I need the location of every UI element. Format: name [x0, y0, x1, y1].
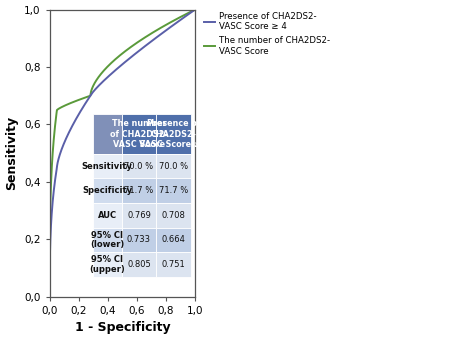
Text: 95% CI
(lower): 95% CI (lower)	[90, 231, 124, 249]
Bar	[121, 178, 156, 203]
Text: AUC: AUC	[98, 211, 117, 220]
Bar	[121, 227, 156, 252]
X-axis label: 1 - Specificity: 1 - Specificity	[74, 321, 170, 335]
Bar	[92, 203, 121, 227]
Text: Sensitivity: Sensitivity	[82, 162, 132, 171]
Text: 71.7 %: 71.7 %	[124, 186, 154, 195]
Text: 0.708: 0.708	[162, 211, 185, 220]
Text: 71.7 %: 71.7 %	[159, 186, 188, 195]
Text: 0.733: 0.733	[127, 235, 151, 244]
Text: 0.805: 0.805	[127, 260, 151, 269]
Bar	[156, 115, 191, 154]
Bar	[92, 252, 121, 277]
Text: 70.0 %: 70.0 %	[124, 162, 154, 171]
Bar	[156, 227, 191, 252]
Legend: Presence of CHA2DS2-
VASC Score ≥ 4, The number of CHA2DS2-
VASC Score: Presence of CHA2DS2- VASC Score ≥ 4, The…	[201, 8, 334, 59]
Bar	[121, 154, 156, 178]
Bar	[92, 178, 121, 203]
Bar	[92, 154, 121, 178]
Text: 0.751: 0.751	[162, 260, 185, 269]
Text: 95% CI
(upper): 95% CI (upper)	[89, 255, 125, 274]
Bar	[121, 203, 156, 227]
Text: Presence of
CHA2DS2-
VASC Score ≥ 4: Presence of CHA2DS2- VASC Score ≥ 4	[138, 119, 209, 149]
Bar	[156, 154, 191, 178]
Bar	[156, 203, 191, 227]
Text: 70.0 %: 70.0 %	[159, 162, 188, 171]
Bar	[92, 227, 121, 252]
Bar	[156, 178, 191, 203]
Bar	[92, 115, 121, 154]
Text: Specificity: Specificity	[82, 186, 132, 195]
Bar	[121, 115, 156, 154]
Y-axis label: Sensitivity: Sensitivity	[6, 116, 18, 190]
Text: The number
of CHA2DS2-
VASC Score: The number of CHA2DS2- VASC Score	[110, 119, 168, 149]
Bar	[121, 252, 156, 277]
Text: 0.769: 0.769	[127, 211, 151, 220]
Bar	[156, 252, 191, 277]
Text: 0.664: 0.664	[162, 235, 185, 244]
